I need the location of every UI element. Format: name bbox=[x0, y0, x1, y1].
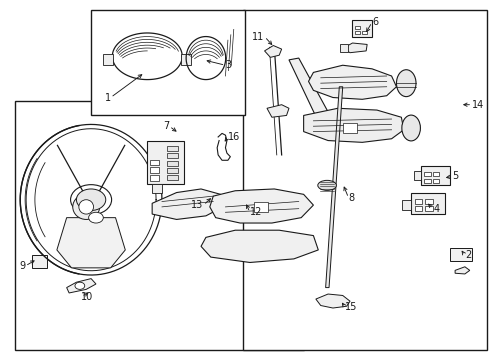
Text: 10: 10 bbox=[81, 292, 94, 302]
Text: 9: 9 bbox=[19, 261, 25, 271]
Polygon shape bbox=[210, 189, 314, 223]
Bar bbox=[150, 159, 159, 165]
Text: 4: 4 bbox=[433, 204, 439, 214]
Text: 13: 13 bbox=[191, 200, 203, 210]
Text: 12: 12 bbox=[250, 207, 262, 217]
Polygon shape bbox=[67, 279, 96, 293]
Bar bbox=[352, 21, 372, 37]
Bar bbox=[411, 193, 445, 214]
Bar bbox=[415, 199, 422, 204]
Bar bbox=[152, 184, 162, 193]
Polygon shape bbox=[201, 230, 318, 262]
Text: 2: 2 bbox=[465, 250, 471, 260]
Polygon shape bbox=[289, 58, 338, 137]
Ellipse shape bbox=[396, 70, 416, 96]
Text: 3: 3 bbox=[225, 60, 232, 70]
Polygon shape bbox=[309, 65, 396, 99]
Ellipse shape bbox=[318, 180, 336, 190]
Bar bbox=[167, 161, 177, 166]
Ellipse shape bbox=[73, 194, 99, 220]
Circle shape bbox=[75, 282, 85, 289]
Polygon shape bbox=[265, 45, 282, 57]
Bar bbox=[415, 206, 422, 211]
Text: 15: 15 bbox=[345, 302, 358, 312]
Bar bbox=[421, 166, 450, 185]
Bar bbox=[425, 199, 433, 204]
Polygon shape bbox=[267, 105, 289, 117]
Polygon shape bbox=[326, 87, 343, 288]
Bar bbox=[450, 248, 472, 261]
Circle shape bbox=[71, 185, 112, 215]
Bar bbox=[167, 175, 177, 180]
Text: 7: 7 bbox=[163, 121, 169, 131]
Bar bbox=[243, 10, 487, 350]
Bar bbox=[167, 168, 177, 173]
Bar bbox=[167, 153, 177, 158]
Bar bbox=[150, 175, 159, 181]
Bar bbox=[402, 200, 411, 211]
Bar bbox=[424, 179, 431, 183]
Bar bbox=[15, 101, 304, 350]
Bar bbox=[147, 140, 184, 184]
Text: 16: 16 bbox=[228, 132, 240, 142]
Polygon shape bbox=[57, 218, 125, 268]
Bar bbox=[103, 54, 113, 65]
Bar bbox=[91, 10, 245, 116]
Text: 5: 5 bbox=[453, 171, 459, 181]
Bar bbox=[362, 31, 367, 35]
Bar bbox=[433, 179, 440, 183]
Text: 1: 1 bbox=[104, 93, 111, 103]
Bar bbox=[150, 167, 159, 173]
Bar bbox=[424, 172, 431, 176]
Bar bbox=[32, 255, 47, 268]
Text: 6: 6 bbox=[372, 17, 378, 27]
Bar bbox=[425, 206, 433, 211]
Polygon shape bbox=[343, 43, 367, 53]
Polygon shape bbox=[455, 267, 470, 274]
Polygon shape bbox=[152, 189, 223, 220]
Bar bbox=[355, 26, 360, 30]
Bar bbox=[355, 31, 360, 35]
Bar bbox=[343, 123, 357, 133]
Ellipse shape bbox=[402, 115, 420, 141]
Bar bbox=[433, 172, 440, 176]
Text: 8: 8 bbox=[348, 193, 355, 203]
Circle shape bbox=[89, 212, 103, 223]
Ellipse shape bbox=[79, 200, 94, 214]
Circle shape bbox=[76, 189, 106, 211]
Polygon shape bbox=[304, 108, 404, 142]
Polygon shape bbox=[316, 294, 350, 308]
Bar bbox=[181, 54, 191, 65]
Bar bbox=[414, 171, 421, 180]
Bar bbox=[167, 146, 177, 151]
Bar bbox=[340, 44, 347, 52]
Text: 14: 14 bbox=[472, 100, 485, 110]
Text: 11: 11 bbox=[252, 32, 265, 41]
Bar bbox=[254, 202, 269, 212]
